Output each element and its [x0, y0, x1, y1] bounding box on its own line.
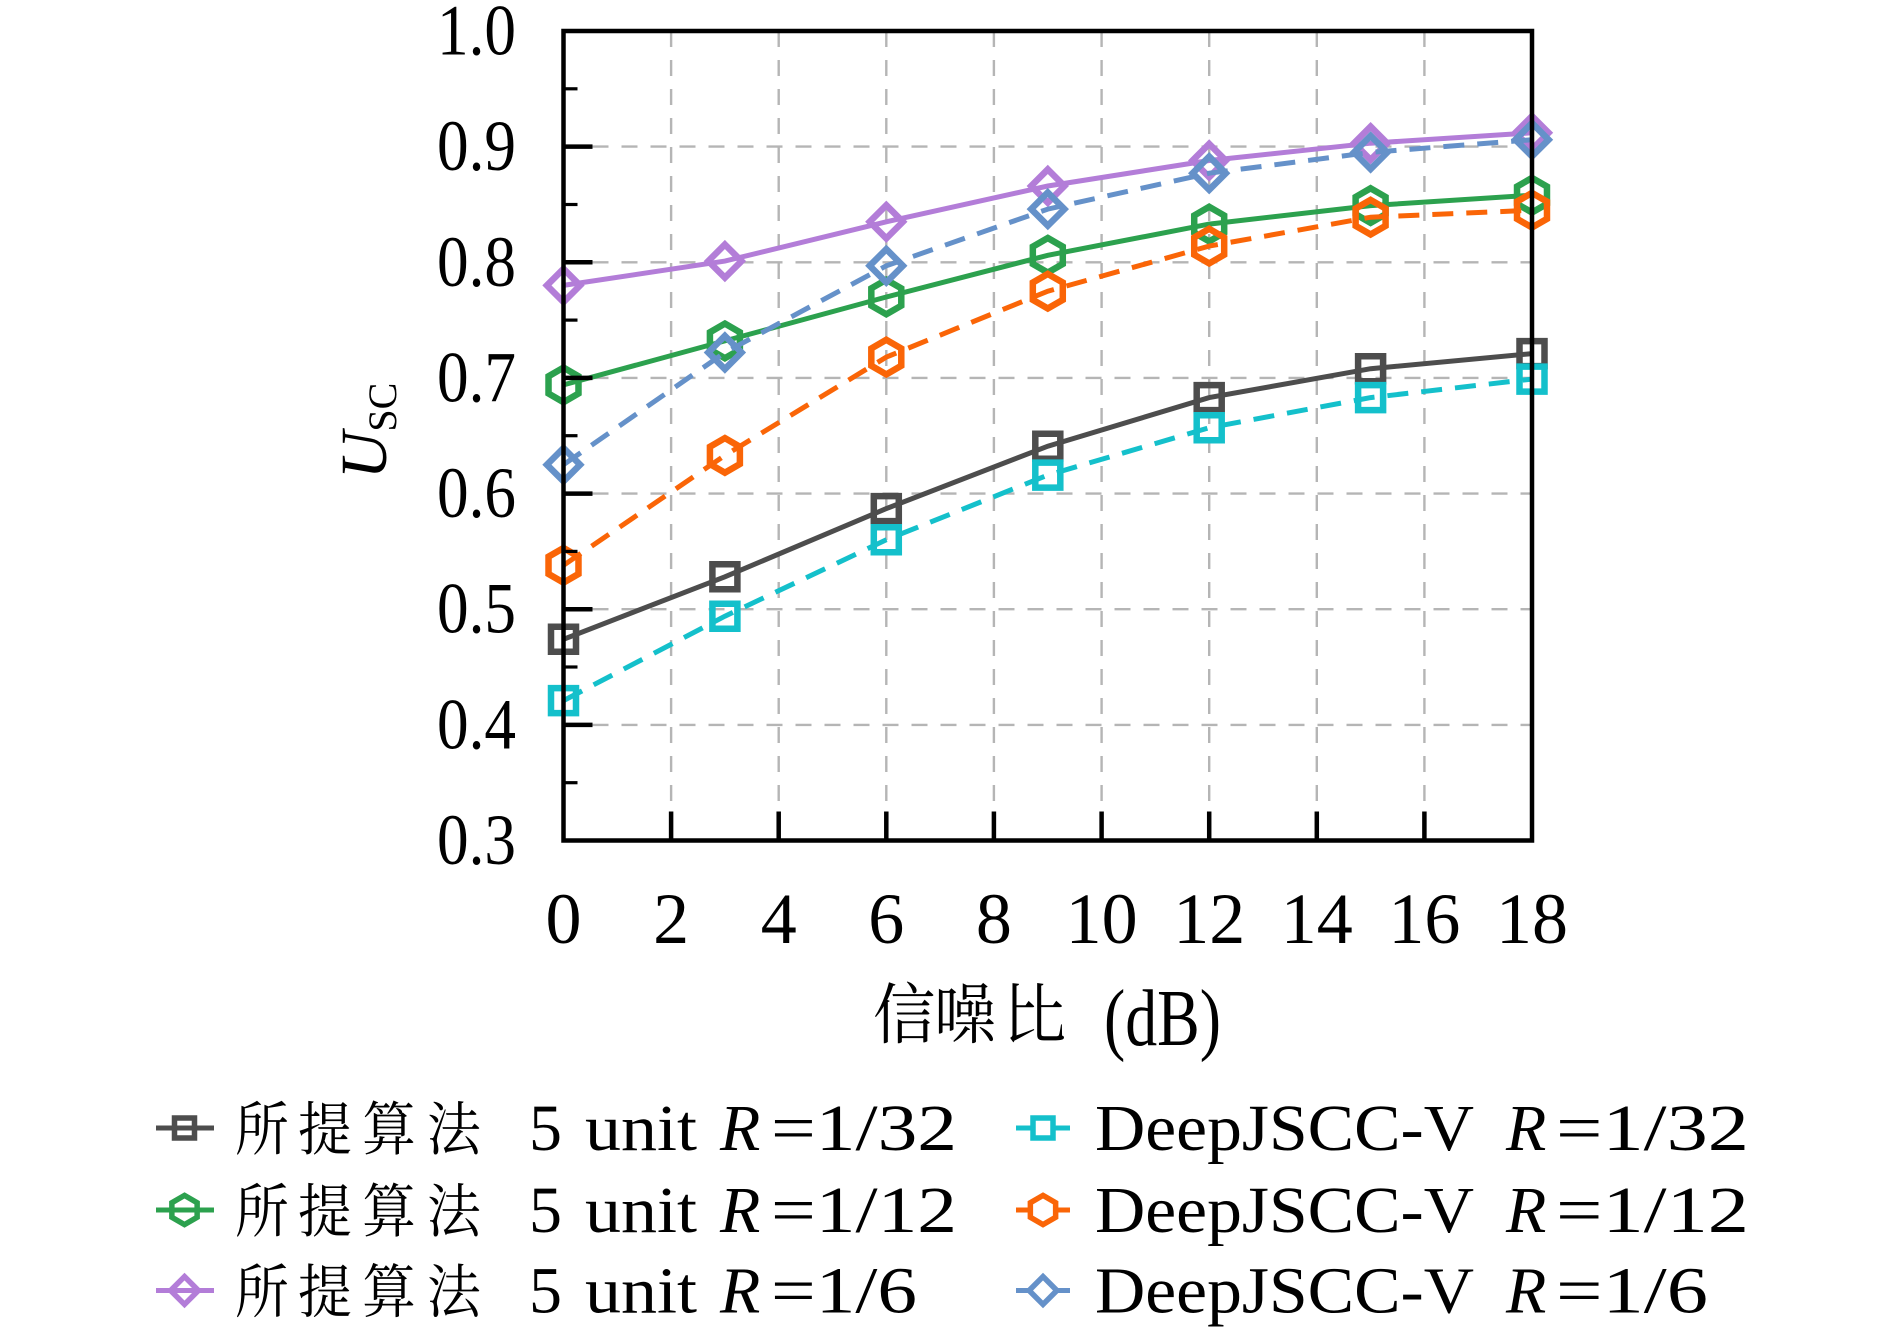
svg-text:R: R [719, 1174, 760, 1247]
svg-text:0.6: 0.6 [437, 453, 516, 533]
svg-text:=1/12: =1/12 [771, 1174, 957, 1247]
svg-text:8: 8 [976, 879, 1012, 959]
svg-text:5: 5 [529, 1255, 562, 1328]
svg-text:(dB): (dB) [1104, 975, 1221, 1063]
svg-text:4: 4 [761, 879, 797, 959]
svg-text:18: 18 [1496, 879, 1568, 959]
svg-text:DeepJSCC-V: DeepJSCC-V [1095, 1092, 1474, 1165]
svg-text:R: R [719, 1255, 760, 1328]
svg-text:0.9: 0.9 [437, 106, 516, 186]
svg-text:=1/32: =1/32 [771, 1092, 957, 1165]
svg-text:R: R [1505, 1174, 1546, 1247]
svg-text:=1/12: =1/12 [1556, 1174, 1749, 1247]
svg-text:1.0: 1.0 [437, 0, 516, 71]
svg-text:0.8: 0.8 [437, 222, 516, 302]
svg-text:=1/6: =1/6 [1556, 1255, 1708, 1328]
svg-text:unit: unit [585, 1092, 697, 1165]
svg-text:=1/6: =1/6 [771, 1255, 917, 1328]
svg-text:6: 6 [868, 879, 904, 959]
svg-text:DeepJSCC-V: DeepJSCC-V [1095, 1174, 1474, 1247]
svg-text:5: 5 [529, 1174, 562, 1247]
svg-text:=1/32: =1/32 [1556, 1092, 1749, 1165]
svg-text:5: 5 [529, 1092, 562, 1165]
svg-text:0.4: 0.4 [437, 684, 516, 764]
svg-text:R: R [719, 1092, 760, 1165]
svg-text:14: 14 [1281, 879, 1353, 959]
svg-text:0.3: 0.3 [437, 800, 516, 880]
svg-text:10: 10 [1066, 879, 1138, 959]
svg-text:16: 16 [1388, 879, 1460, 959]
svg-text:unit: unit [585, 1255, 697, 1328]
svg-text:R: R [1505, 1092, 1546, 1165]
svg-text:0: 0 [546, 879, 582, 959]
svg-text:DeepJSCC-V: DeepJSCC-V [1095, 1255, 1474, 1328]
svg-text:2: 2 [653, 879, 689, 959]
svg-text:0.5: 0.5 [437, 569, 516, 649]
svg-text:R: R [1505, 1255, 1546, 1328]
svg-text:12: 12 [1173, 879, 1245, 959]
svg-text:0.7: 0.7 [437, 337, 516, 417]
svg-text:unit: unit [585, 1174, 697, 1247]
